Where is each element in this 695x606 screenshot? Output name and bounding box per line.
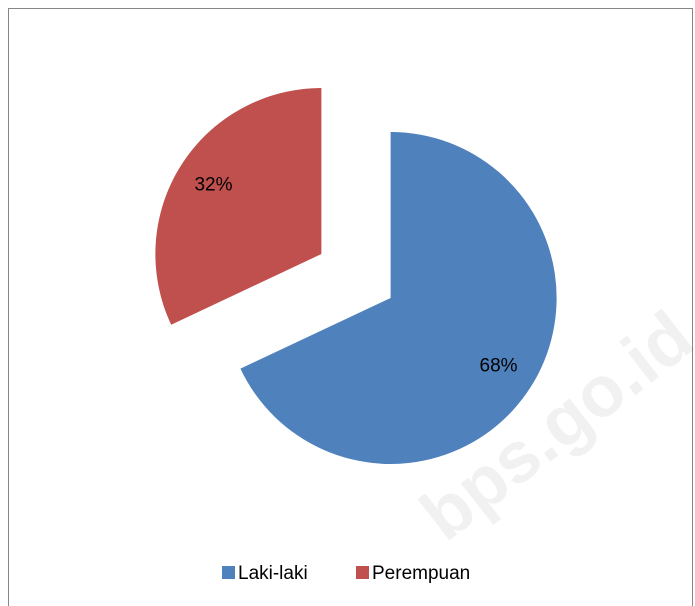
legend-label: Laki-laki [238, 563, 308, 584]
data-label: 32% [194, 175, 232, 196]
data-label: 68% [480, 355, 518, 376]
pie-slice [155, 88, 322, 325]
legend-swatch [356, 566, 369, 579]
legend-swatch [222, 566, 235, 579]
pie-slice [240, 131, 557, 464]
chart-border [8, 8, 693, 606]
legend-label: Perempuan [372, 563, 470, 584]
